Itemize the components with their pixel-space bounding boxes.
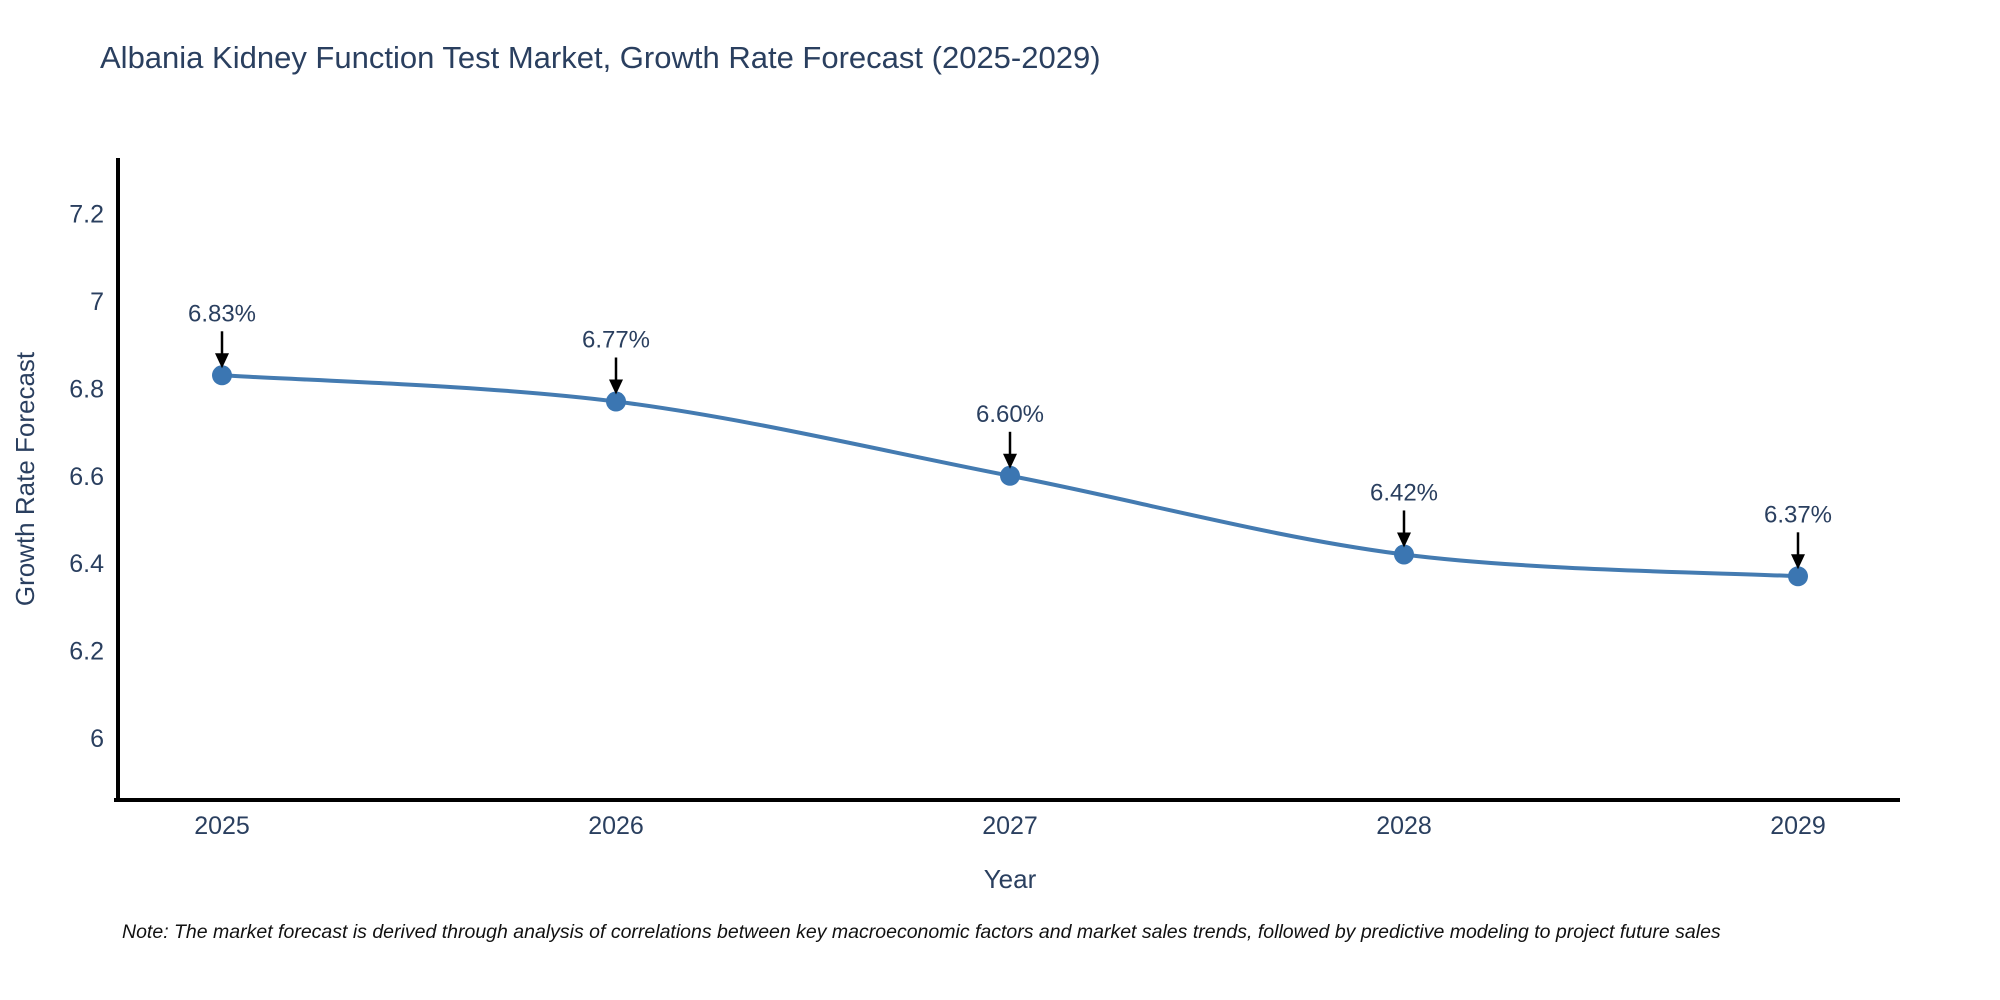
y-tick-label: 6.4 bbox=[69, 550, 104, 578]
annotation-arrowhead bbox=[1397, 532, 1411, 548]
data-point-marker bbox=[1394, 544, 1414, 565]
data-point-marker bbox=[1788, 566, 1808, 587]
y-tick-label: 6.2 bbox=[69, 638, 104, 666]
annotation-arrowhead bbox=[1003, 453, 1017, 469]
y-tick-label: 6.8 bbox=[69, 375, 104, 403]
x-tick-label: 2026 bbox=[588, 812, 644, 840]
annotation-arrowhead bbox=[215, 353, 229, 369]
chart-title: Albania Kidney Function Test Market, Gro… bbox=[100, 40, 1101, 75]
data-point-marker bbox=[606, 391, 626, 412]
x-tick-label: 2027 bbox=[982, 812, 1038, 840]
y-axis-title: Growth Rate Forecast bbox=[10, 351, 40, 606]
y-tick-label: 6.6 bbox=[69, 463, 104, 491]
annotation-arrowhead bbox=[609, 379, 623, 395]
x-axis-title: Year bbox=[984, 864, 1037, 894]
annotation-arrowhead bbox=[1791, 554, 1805, 570]
x-tick-label: 2025 bbox=[194, 812, 250, 840]
data-point-label: 6.83% bbox=[188, 300, 256, 327]
x-tick-label: 2028 bbox=[1376, 812, 1432, 840]
data-point-label: 6.77% bbox=[582, 327, 650, 354]
x-tick-label: 2029 bbox=[1770, 812, 1826, 840]
data-point-label: 6.42% bbox=[1370, 479, 1438, 506]
data-point-label: 6.60% bbox=[976, 401, 1044, 428]
data-point-marker bbox=[1000, 465, 1020, 486]
footnote: Note: The market forecast is derived thr… bbox=[122, 921, 1721, 943]
y-tick-label: 6 bbox=[90, 725, 104, 753]
data-point-label: 6.37% bbox=[1764, 501, 1832, 528]
y-tick-label: 7 bbox=[90, 288, 104, 316]
y-tick-label: 7.2 bbox=[69, 201, 104, 229]
data-point-marker bbox=[212, 365, 232, 386]
